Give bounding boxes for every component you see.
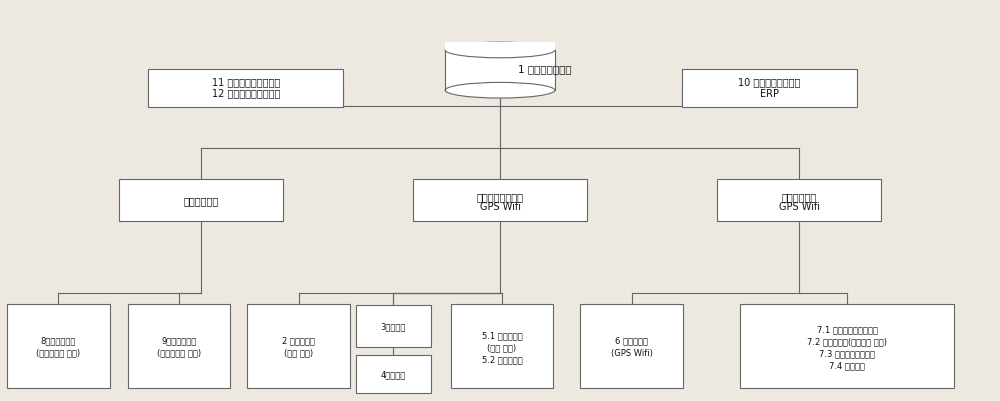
Text: 7.1 站台多媒体信息查询: 7.1 站台多媒体信息查询 <box>817 325 877 334</box>
Text: 5.2 信息发布屏: 5.2 信息发布屏 <box>482 354 522 363</box>
Text: 5.1 车载摄像头: 5.1 车载摄像头 <box>482 330 522 339</box>
FancyBboxPatch shape <box>740 304 954 388</box>
Text: ERP: ERP <box>760 89 779 99</box>
Text: 9集成调度系统: 9集成调度系统 <box>161 336 197 345</box>
Text: (摄像头监控 通话): (摄像头监控 通话) <box>157 348 201 357</box>
Text: 4下客按钮: 4下客按钮 <box>381 369 406 378</box>
FancyBboxPatch shape <box>413 180 587 221</box>
Text: 6 乘客移动端: 6 乘客移动端 <box>615 336 648 345</box>
Text: 7.4 电子站牌: 7.4 电子站牌 <box>829 360 865 369</box>
FancyBboxPatch shape <box>356 305 431 347</box>
Ellipse shape <box>445 83 555 99</box>
Text: 调度操作系统: 调度操作系统 <box>183 196 218 205</box>
Text: (监控 通话): (监控 通话) <box>284 348 313 357</box>
FancyBboxPatch shape <box>580 304 683 388</box>
FancyBboxPatch shape <box>128 304 230 388</box>
FancyBboxPatch shape <box>451 304 553 388</box>
Bar <box>445 43 555 51</box>
Text: 7.2 站台摄像头(候车监控 通话): 7.2 站台摄像头(候车监控 通话) <box>807 336 887 346</box>
Text: 10 公交企业管理系统: 10 公交企业管理系统 <box>738 77 800 87</box>
Text: 8调度室操作端: 8调度室操作端 <box>41 336 76 345</box>
Bar <box>445 51 555 91</box>
FancyBboxPatch shape <box>119 180 283 221</box>
FancyBboxPatch shape <box>356 355 431 393</box>
FancyBboxPatch shape <box>148 70 343 108</box>
Text: GPS Wifi: GPS Wifi <box>480 201 520 211</box>
Text: 7.3 线路等车排队按键: 7.3 线路等车排队按键 <box>819 348 875 358</box>
Text: 2 司机操作端: 2 司机操作端 <box>282 336 315 345</box>
Text: (GPS Wifi): (GPS Wifi) <box>611 348 653 357</box>
Text: 1 后台数据库系统: 1 后台数据库系统 <box>518 64 572 74</box>
Text: GPS Wifi: GPS Wifi <box>779 201 820 211</box>
FancyBboxPatch shape <box>7 304 110 388</box>
FancyBboxPatch shape <box>717 180 881 221</box>
Text: 12 成本规划与行业监管: 12 成本规划与行业监管 <box>212 88 280 98</box>
FancyBboxPatch shape <box>247 304 350 388</box>
FancyBboxPatch shape <box>682 70 857 108</box>
Ellipse shape <box>445 43 555 59</box>
Text: (摄像头监控 通话): (摄像头监控 通话) <box>36 348 80 357</box>
Text: (监控 通话): (监控 通话) <box>487 342 517 351</box>
Text: 11 客流分析与线网管理: 11 客流分析与线网管理 <box>212 77 280 87</box>
Text: 站台操作系统: 站台操作系统 <box>782 192 817 202</box>
Text: 车载营运操作系统: 车载营运操作系统 <box>477 192 524 202</box>
Text: 3上客按钮: 3上客按钮 <box>381 322 406 330</box>
